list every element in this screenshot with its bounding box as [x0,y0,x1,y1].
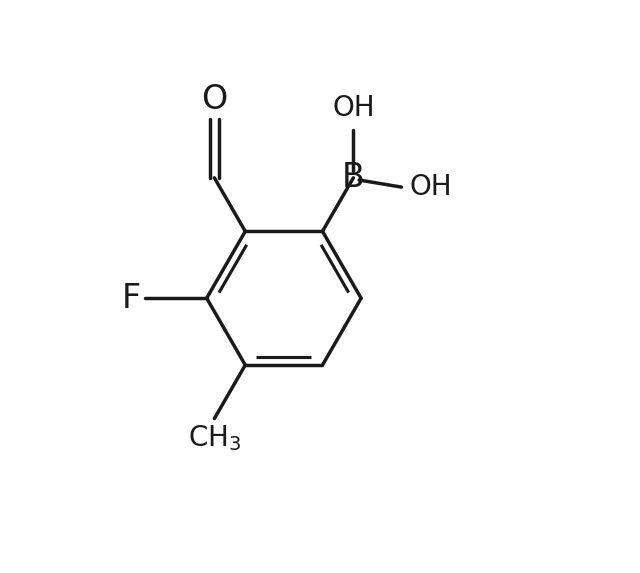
Text: O: O [201,83,227,116]
Text: CH$_3$: CH$_3$ [188,423,241,453]
Text: B: B [342,162,365,194]
Text: OH: OH [332,94,374,122]
Text: OH: OH [410,173,452,201]
Text: F: F [122,282,141,315]
